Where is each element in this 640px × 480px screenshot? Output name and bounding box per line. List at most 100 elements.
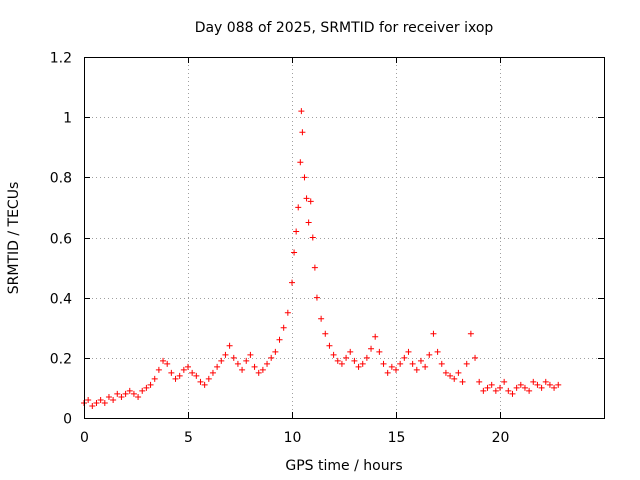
data-point: [155, 366, 162, 373]
data-points-layer: [81, 108, 562, 409]
data-point: [110, 396, 117, 403]
data-point: [101, 399, 108, 406]
data-point: [501, 378, 508, 385]
data-point: [280, 324, 287, 331]
data-point: [521, 384, 528, 391]
x-tick-label: 10: [284, 430, 302, 446]
data-point: [305, 219, 312, 226]
data-point: [526, 387, 533, 394]
data-point: [135, 393, 142, 400]
data-point: [205, 375, 212, 382]
data-point: [126, 387, 133, 394]
data-point: [463, 360, 470, 367]
data-point: [355, 363, 362, 370]
data-point: [551, 384, 558, 391]
data-point: [397, 360, 404, 367]
data-point: [303, 195, 310, 202]
data-point: [484, 384, 491, 391]
y-tick-label: 0.4: [50, 292, 72, 308]
data-point: [430, 330, 437, 337]
data-point: [147, 381, 154, 388]
data-point: [388, 363, 395, 370]
data-point: [351, 357, 358, 364]
data-point: [251, 363, 258, 370]
data-point: [313, 294, 320, 301]
y-tick-label: 0.6: [50, 232, 72, 248]
data-point: [401, 354, 408, 361]
data-point: [234, 360, 241, 367]
data-point: [488, 381, 495, 388]
data-point: [299, 129, 306, 136]
data-point: [363, 354, 370, 361]
data-point: [513, 384, 520, 391]
data-point: [413, 366, 420, 373]
y-tick-label: 1.2: [50, 51, 72, 67]
data-point: [451, 375, 458, 382]
data-point: [222, 351, 229, 358]
data-point: [239, 366, 246, 373]
data-point: [455, 369, 462, 376]
y-axis-label: SRMTID / TECUs: [6, 182, 22, 295]
data-point: [160, 357, 167, 364]
x-axis-label: GPS time / hours: [285, 458, 402, 474]
data-point: [334, 357, 341, 364]
data-point: [517, 381, 524, 388]
data-point: [105, 393, 112, 400]
data-point: [151, 375, 158, 382]
data-point: [93, 399, 100, 406]
data-point: [230, 354, 237, 361]
data-point: [409, 360, 416, 367]
data-point: [139, 387, 146, 394]
data-point: [311, 264, 318, 271]
data-point: [218, 357, 225, 364]
data-point: [264, 360, 271, 367]
data-point: [330, 351, 337, 358]
plot-frame: [84, 57, 605, 419]
data-point: [168, 369, 175, 376]
data-point: [530, 378, 537, 385]
data-point: [259, 366, 266, 373]
data-point: [372, 333, 379, 340]
data-point: [509, 390, 516, 397]
data-point: [272, 348, 279, 355]
data-point: [143, 384, 150, 391]
data-point: [417, 357, 424, 364]
data-point: [422, 363, 429, 370]
data-point: [197, 378, 204, 385]
data-point: [268, 354, 275, 361]
data-point: [176, 372, 183, 379]
x-tick-label: 5: [184, 430, 193, 446]
data-point: [291, 249, 298, 256]
data-point: [201, 381, 208, 388]
data-point: [505, 387, 512, 394]
data-point: [85, 396, 92, 403]
data-point: [492, 387, 499, 394]
data-point: [255, 369, 262, 376]
data-point: [243, 357, 250, 364]
y-tick-label: 1: [63, 111, 72, 127]
data-point: [298, 108, 305, 115]
data-point: [293, 228, 300, 235]
y-tick-label: 0: [63, 412, 72, 428]
data-point: [295, 204, 302, 211]
data-point: [130, 390, 137, 397]
data-point: [546, 381, 553, 388]
data-point: [322, 330, 329, 337]
data-point: [297, 159, 304, 166]
data-point: [284, 309, 291, 316]
data-point: [226, 342, 233, 349]
data-point: [172, 375, 179, 382]
data-point: [180, 366, 187, 373]
data-point: [189, 369, 196, 376]
data-point: [301, 174, 308, 181]
data-point: [193, 372, 200, 379]
grid-layer: [84, 57, 604, 418]
data-point: [393, 366, 399, 373]
data-point: [307, 198, 314, 205]
data-point: [434, 348, 441, 355]
data-point: [289, 279, 295, 286]
data-point: [347, 348, 354, 355]
data-point: [555, 381, 562, 388]
data-point: [122, 390, 129, 397]
data-point: [438, 360, 445, 367]
